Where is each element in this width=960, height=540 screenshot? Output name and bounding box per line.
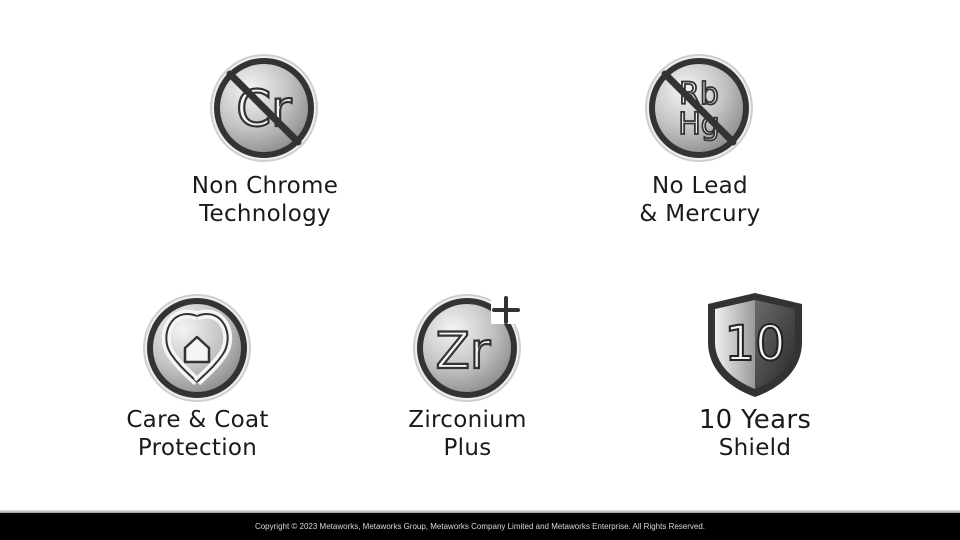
svg-text:Rb: Rb xyxy=(679,77,719,112)
feature-zirconium-plus: Zr Zirconium Plus xyxy=(365,292,570,472)
shield-icon: 10 xyxy=(708,293,802,397)
svg-text:10: 10 xyxy=(724,316,785,372)
no-chrome-icon: Cr xyxy=(210,54,318,162)
copyright-text: Copyright © 2023 Metaworks, Metaworks Gr… xyxy=(254,522,706,531)
feature-non-chrome: Cr Non Chrome Technology xyxy=(160,52,370,232)
feature-care-coat: Care & Coat Protection xyxy=(95,292,300,472)
house-heart-icon xyxy=(143,294,251,402)
zirconium-plus-label: Zirconium Plus xyxy=(408,407,527,461)
non-chrome-label: Non Chrome Technology xyxy=(191,173,339,227)
feature-10-years-shield: 10 10 Years Shield xyxy=(650,290,860,470)
footer-copyright: Copyright © 2023 Metaworks, Metaworks Gr… xyxy=(0,510,960,540)
svg-text:Zr: Zr xyxy=(436,322,491,380)
zirconium-plus-icon: Zr xyxy=(413,294,521,402)
no-lead-mercury-icon: Rb Hg xyxy=(645,54,753,162)
no-lead-mercury-label: No Lead & Mercury xyxy=(639,173,761,227)
feature-no-lead-mercury: Rb Hg No Lead & Mercury xyxy=(595,52,805,232)
care-coat-label: Care & Coat Protection xyxy=(126,407,269,461)
shield-label: 10 Years Shield xyxy=(698,405,812,461)
